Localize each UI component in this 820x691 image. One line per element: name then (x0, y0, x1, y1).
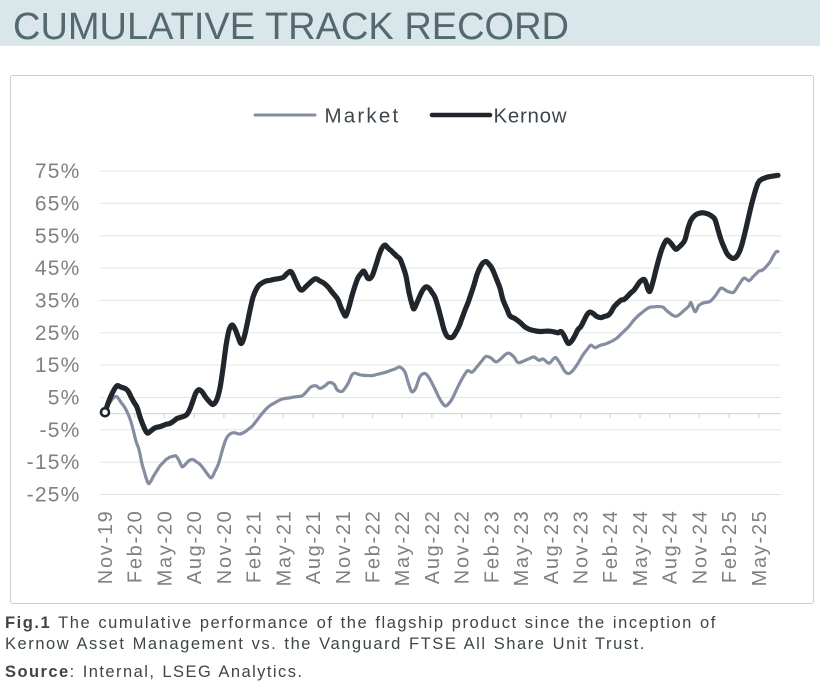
svg-text:-25%: -25% (27, 484, 81, 507)
svg-text:25%: 25% (35, 322, 81, 345)
svg-text:May-24: May-24 (630, 510, 652, 587)
svg-text:Market: Market (325, 105, 401, 128)
svg-text:Aug-24: Aug-24 (660, 510, 682, 585)
svg-text:-15%: -15% (27, 451, 81, 474)
svg-text:Aug-20: Aug-20 (184, 510, 206, 585)
svg-text:Nov-21: Nov-21 (333, 510, 355, 585)
svg-text:May-20: May-20 (154, 510, 176, 587)
svg-text:Feb-21: Feb-21 (244, 510, 266, 584)
svg-text:Feb-24: Feb-24 (600, 510, 622, 584)
svg-text:5%: 5% (48, 387, 81, 410)
svg-text:Nov-20: Nov-20 (214, 510, 236, 585)
svg-text:May-25: May-25 (749, 510, 771, 587)
svg-text:May-21: May-21 (273, 510, 295, 587)
svg-text:Nov-22: Nov-22 (452, 510, 474, 585)
svg-text:45%: 45% (35, 257, 81, 280)
svg-text:55%: 55% (35, 225, 81, 248)
svg-text:Feb-22: Feb-22 (363, 510, 385, 584)
svg-text:Aug-23: Aug-23 (541, 510, 563, 585)
svg-text:Aug-21: Aug-21 (303, 510, 325, 585)
svg-text:Feb-25: Feb-25 (719, 510, 741, 584)
svg-text:65%: 65% (35, 192, 81, 215)
svg-text:Nov-19: Nov-19 (95, 510, 117, 585)
svg-text:May-23: May-23 (511, 510, 533, 587)
svg-text:35%: 35% (35, 289, 81, 312)
svg-text:Aug-22: Aug-22 (422, 510, 444, 585)
svg-text:75%: 75% (35, 160, 81, 183)
svg-text:Kernow: Kernow (494, 105, 568, 128)
svg-text:15%: 15% (35, 354, 81, 377)
svg-text:Feb-23: Feb-23 (481, 510, 503, 584)
svg-text:-5%: -5% (40, 419, 81, 442)
svg-text:Nov-24: Nov-24 (689, 510, 711, 585)
svg-text:Feb-20: Feb-20 (125, 510, 147, 584)
svg-text:Nov-23: Nov-23 (571, 510, 593, 585)
svg-text:May-22: May-22 (392, 510, 414, 587)
